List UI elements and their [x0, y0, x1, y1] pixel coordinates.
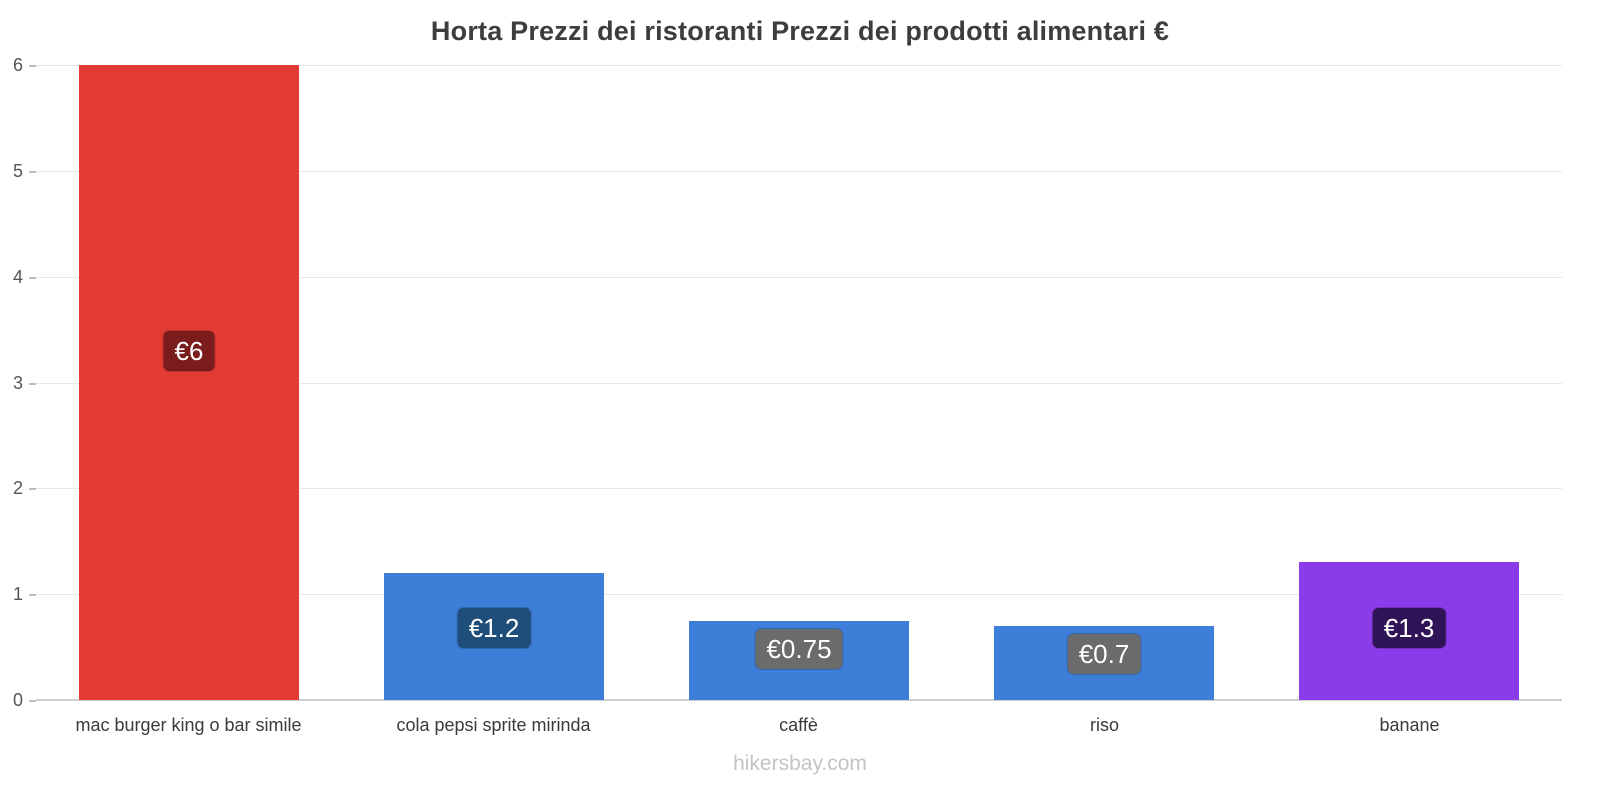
- x-axis-label: riso: [1089, 715, 1119, 735]
- y-axis-label: 4: [12, 267, 23, 287]
- y-axis-label: 2: [12, 478, 23, 498]
- chart-title: Horta Prezzi dei ristoranti Prezzi dei p…: [430, 16, 1170, 46]
- watermark-text: hikersbay.com: [733, 752, 867, 775]
- bar-value-label: €1.2: [457, 608, 531, 648]
- x-axis-label: banane: [1379, 715, 1440, 735]
- gridline: [36, 277, 1562, 278]
- y-axis-label: 1: [12, 584, 23, 604]
- gridline: [36, 488, 1562, 489]
- gridline: [36, 171, 1562, 172]
- bar-value-label: €0.75: [755, 629, 843, 669]
- y-axis-tick: [29, 488, 36, 490]
- bar-value-label: €1.3: [1372, 608, 1446, 648]
- y-axis-tick: [29, 594, 36, 596]
- x-axis-label: mac burger king o bar simile: [75, 715, 302, 735]
- y-axis-tick: [29, 171, 36, 173]
- y-axis-label: 5: [12, 161, 23, 181]
- x-axis-label: caffè: [779, 715, 818, 735]
- y-axis-label: 3: [12, 373, 23, 393]
- gridline: [36, 65, 1562, 66]
- y-axis-tick: [29, 277, 36, 279]
- gridline: [36, 383, 1562, 384]
- y-axis-label: 6: [12, 55, 23, 75]
- bar: [79, 65, 299, 700]
- x-axis-line: [36, 699, 1562, 701]
- bar-value-label: €0.7: [1067, 634, 1141, 674]
- x-axis-label: cola pepsi sprite mirinda: [396, 715, 591, 735]
- y-axis-tick: [29, 383, 36, 385]
- bar-value-label: €6: [163, 331, 215, 371]
- y-axis-tick: [29, 65, 36, 67]
- y-axis-label: 0: [12, 690, 23, 710]
- gridline: [36, 594, 1562, 595]
- y-axis-tick: [29, 700, 36, 702]
